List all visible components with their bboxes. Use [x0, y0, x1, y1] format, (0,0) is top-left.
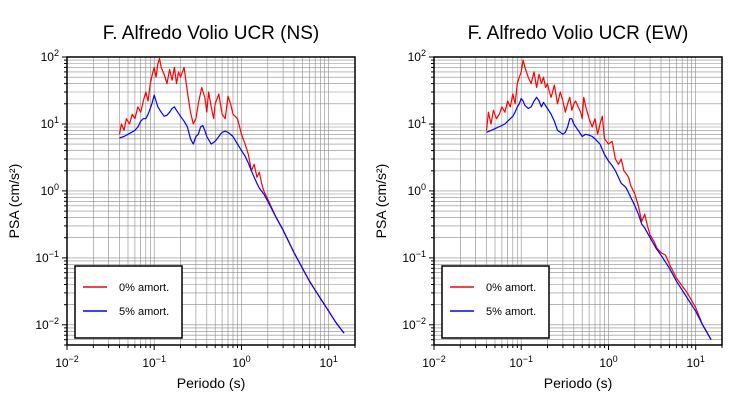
- x-tick-label: 10−2: [422, 354, 446, 370]
- x-axis-label: Periodo (s): [544, 375, 612, 391]
- series-line-undamped: [118, 57, 345, 334]
- x-axis-label: Periodo (s): [177, 375, 245, 391]
- legend-box: [74, 265, 183, 339]
- legend-ew: 0% amort. 5% amort.: [441, 265, 550, 339]
- ticks-ew: [429, 56, 723, 350]
- legend-label: 0% amort.: [486, 282, 536, 294]
- y-tick-label: 102: [408, 48, 426, 64]
- x-tick-label: 10−1: [142, 354, 166, 370]
- x-tick-label: 10−2: [55, 354, 79, 370]
- series-line-undamped: [485, 59, 712, 340]
- y-axis-label: PSA (cm/s²): [6, 164, 22, 239]
- legend-ns: 0% amort. 5% amort.: [74, 265, 183, 339]
- series-line-damped: [486, 96, 712, 340]
- legend-label: 5% amort.: [119, 306, 169, 318]
- y-tick-label: 101: [41, 115, 59, 131]
- x-tick-label: 100: [599, 354, 617, 370]
- legend-label: 5% amort.: [486, 306, 536, 318]
- x-tick-label: 101: [320, 354, 338, 370]
- chart-title: F. Alfredo Volio UCR (NS): [103, 23, 319, 44]
- x-tick-label: 10−1: [509, 354, 533, 370]
- legend-box: [441, 265, 550, 339]
- legend-label: 0% amort.: [119, 282, 169, 294]
- series-line-damped: [119, 94, 345, 334]
- chart-ns: 10−2 10−1 100 101 10−2 10−1 100 101 102 F. Alfred…: [6, 23, 356, 391]
- chart-title: F. Alfredo Volio UCR (EW): [468, 23, 689, 44]
- chart-ew: 10−2 10−1 100 101 10−2 10−1 100 101 102 F. Alfred…: [373, 23, 723, 391]
- ticks-ns: [62, 56, 356, 350]
- y-tick-label: 10−2: [402, 316, 426, 332]
- y-axis-label: PSA (cm/s²): [373, 164, 389, 239]
- y-tick-label: 101: [408, 115, 426, 131]
- y-tick-label: 102: [41, 48, 59, 64]
- y-tick-label: 100: [408, 182, 426, 198]
- x-tick-label: 100: [232, 354, 250, 370]
- y-tick-label: 100: [41, 182, 59, 198]
- x-tick-label: 101: [687, 354, 705, 370]
- y-tick-label: 10−2: [35, 316, 59, 332]
- y-tick-label: 10−1: [402, 249, 426, 265]
- y-tick-label: 10−1: [35, 249, 59, 265]
